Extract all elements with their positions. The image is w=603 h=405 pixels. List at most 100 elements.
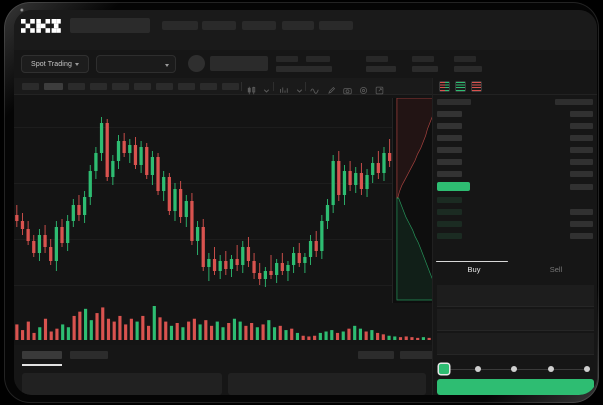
- line-chart-icon[interactable]: [310, 82, 319, 94]
- order-entry-form: [433, 283, 597, 395]
- bottom-tab-order-history[interactable]: [70, 351, 108, 359]
- toolbar-divider: [305, 82, 306, 91]
- order-percent-slider-handle[interactable]: [439, 364, 449, 374]
- orderbook-ask-row[interactable]: [437, 111, 462, 117]
- indicators-dropdown-icon[interactable]: [295, 82, 304, 93]
- orderbook-ask-amount: [570, 111, 593, 117]
- bottom-card-left: [22, 373, 222, 395]
- chart-gridline: [14, 285, 432, 286]
- orderbook-ask-amount: [570, 123, 593, 129]
- orderbook-bid-amount: [570, 233, 593, 239]
- orderbook-col-header-amount: [555, 99, 593, 105]
- orderbook-bid-amount: [570, 209, 593, 215]
- trade-side-tabs: Buy Sell: [433, 259, 597, 283]
- order-amount-field[interactable]: [437, 309, 594, 331]
- chevron-down-icon: [165, 64, 169, 67]
- nav-item-2[interactable]: [202, 21, 236, 30]
- last-price-display: [210, 56, 268, 71]
- timeframe-button-7[interactable]: [178, 83, 195, 90]
- submit-buy-button[interactable]: [437, 379, 594, 395]
- timeframe-button-4[interactable]: [112, 83, 129, 90]
- stat-label: [366, 56, 388, 62]
- order-price-field[interactable]: [437, 285, 594, 307]
- trade-tab-buy[interactable]: Buy: [467, 265, 481, 274]
- market-type-selector[interactable]: Spot Trading: [21, 55, 89, 73]
- indicators-icon[interactable]: [279, 82, 288, 93]
- header-search-box[interactable]: [70, 18, 150, 33]
- chart-type-dropdown-icon[interactable]: [262, 82, 271, 93]
- trade-tab-underline: [436, 260, 508, 262]
- timeframe-button-8[interactable]: [200, 83, 217, 90]
- stat-label: [276, 56, 298, 62]
- orderbook-ask-amount: [570, 159, 593, 165]
- market-stat-volume: [454, 56, 482, 74]
- order-book[interactable]: [433, 95, 597, 259]
- snapshot-camera-icon[interactable]: [343, 82, 352, 95]
- orderbook-col-header-price: [437, 99, 471, 105]
- slider-stop-75[interactable]: [547, 366, 554, 372]
- slider-stop-50[interactable]: [511, 366, 517, 372]
- orderbook-ask-row[interactable]: [437, 147, 462, 153]
- orderbook-mode-both[interactable]: [439, 81, 450, 92]
- orderbook-ask-row[interactable]: [437, 123, 462, 129]
- market-subheader: Spot Trading: [14, 50, 597, 78]
- timeframe-button-1[interactable]: [44, 83, 63, 90]
- orderbook-mode-asks[interactable]: [471, 81, 482, 92]
- orderbook-ask-row[interactable]: [437, 159, 462, 165]
- market-type-label: Spot Trading: [31, 60, 72, 68]
- okx-trading-app: Spot Trading: [14, 10, 597, 395]
- orderbook-display-modes: [433, 78, 597, 95]
- trading-pair-selector[interactable]: [96, 55, 176, 73]
- device-frame: Spot Trading: [4, 2, 599, 403]
- trade-tab-sell[interactable]: Sell: [549, 265, 563, 274]
- stat-value: [276, 66, 310, 72]
- timeframe-button-6[interactable]: [156, 83, 173, 90]
- orderbook-bid-amount: [570, 221, 593, 227]
- draw-pencil-icon[interactable]: [327, 82, 336, 94]
- order-total-field[interactable]: [437, 333, 594, 355]
- orderbook-last-amount: [570, 184, 593, 190]
- candlestick-series: [15, 117, 431, 287]
- timeframe-button-3[interactable]: [90, 83, 107, 90]
- market-stat-change: [306, 56, 332, 74]
- app-header: [14, 10, 597, 50]
- orderbook-bid-row[interactable]: [437, 221, 462, 227]
- stat-label: [306, 56, 330, 62]
- active-tab-underline: [22, 364, 62, 366]
- orderbook-bid-row[interactable]: [437, 197, 462, 203]
- nav-item-5[interactable]: [319, 21, 353, 30]
- timeframe-button-0[interactable]: [22, 83, 39, 90]
- market-stat-high: [366, 56, 396, 74]
- nav-item-3[interactable]: [242, 21, 276, 30]
- chart-gridline: [14, 183, 432, 184]
- toolbar-divider: [273, 82, 274, 91]
- chart-gridline: [14, 127, 432, 128]
- orderbook-ask-amount: [570, 135, 593, 141]
- orderbook-trade-column: Buy Sell: [432, 78, 597, 395]
- orderbook-ask-row[interactable]: [437, 135, 462, 141]
- slider-stop-25[interactable]: [474, 366, 481, 372]
- bottom-action-1[interactable]: [358, 351, 394, 359]
- orderbook-bid-row[interactable]: [437, 209, 462, 215]
- nav-item-1[interactable]: [162, 21, 198, 30]
- timeframe-button-9[interactable]: [222, 83, 239, 90]
- timeframe-button-2[interactable]: [68, 83, 85, 90]
- orderbook-ask-amount: [570, 171, 593, 177]
- orderbook-mode-bids[interactable]: [455, 81, 466, 92]
- fullscreen-icon[interactable]: [375, 82, 384, 95]
- chart-type-candles-icon[interactable]: [247, 82, 256, 95]
- orderbook-bid-row[interactable]: [437, 233, 462, 239]
- nav-item-4[interactable]: [282, 21, 314, 30]
- price-chart-area[interactable]: [14, 95, 432, 345]
- orderbook-last-price-row[interactable]: [437, 182, 470, 191]
- orderbook-ask-row[interactable]: [437, 171, 462, 177]
- okx-logo[interactable]: [21, 19, 61, 33]
- orderbook-ask-amount: [570, 147, 593, 153]
- orders-panel: [14, 345, 436, 395]
- chart-toolbar: [14, 78, 432, 95]
- bottom-tab-open-orders[interactable]: [22, 351, 62, 359]
- slider-stop-100[interactable]: [584, 366, 590, 372]
- timeframe-button-5[interactable]: [134, 83, 151, 90]
- chart-settings-gear-icon[interactable]: [359, 82, 368, 95]
- bottom-action-2[interactable]: [400, 351, 436, 359]
